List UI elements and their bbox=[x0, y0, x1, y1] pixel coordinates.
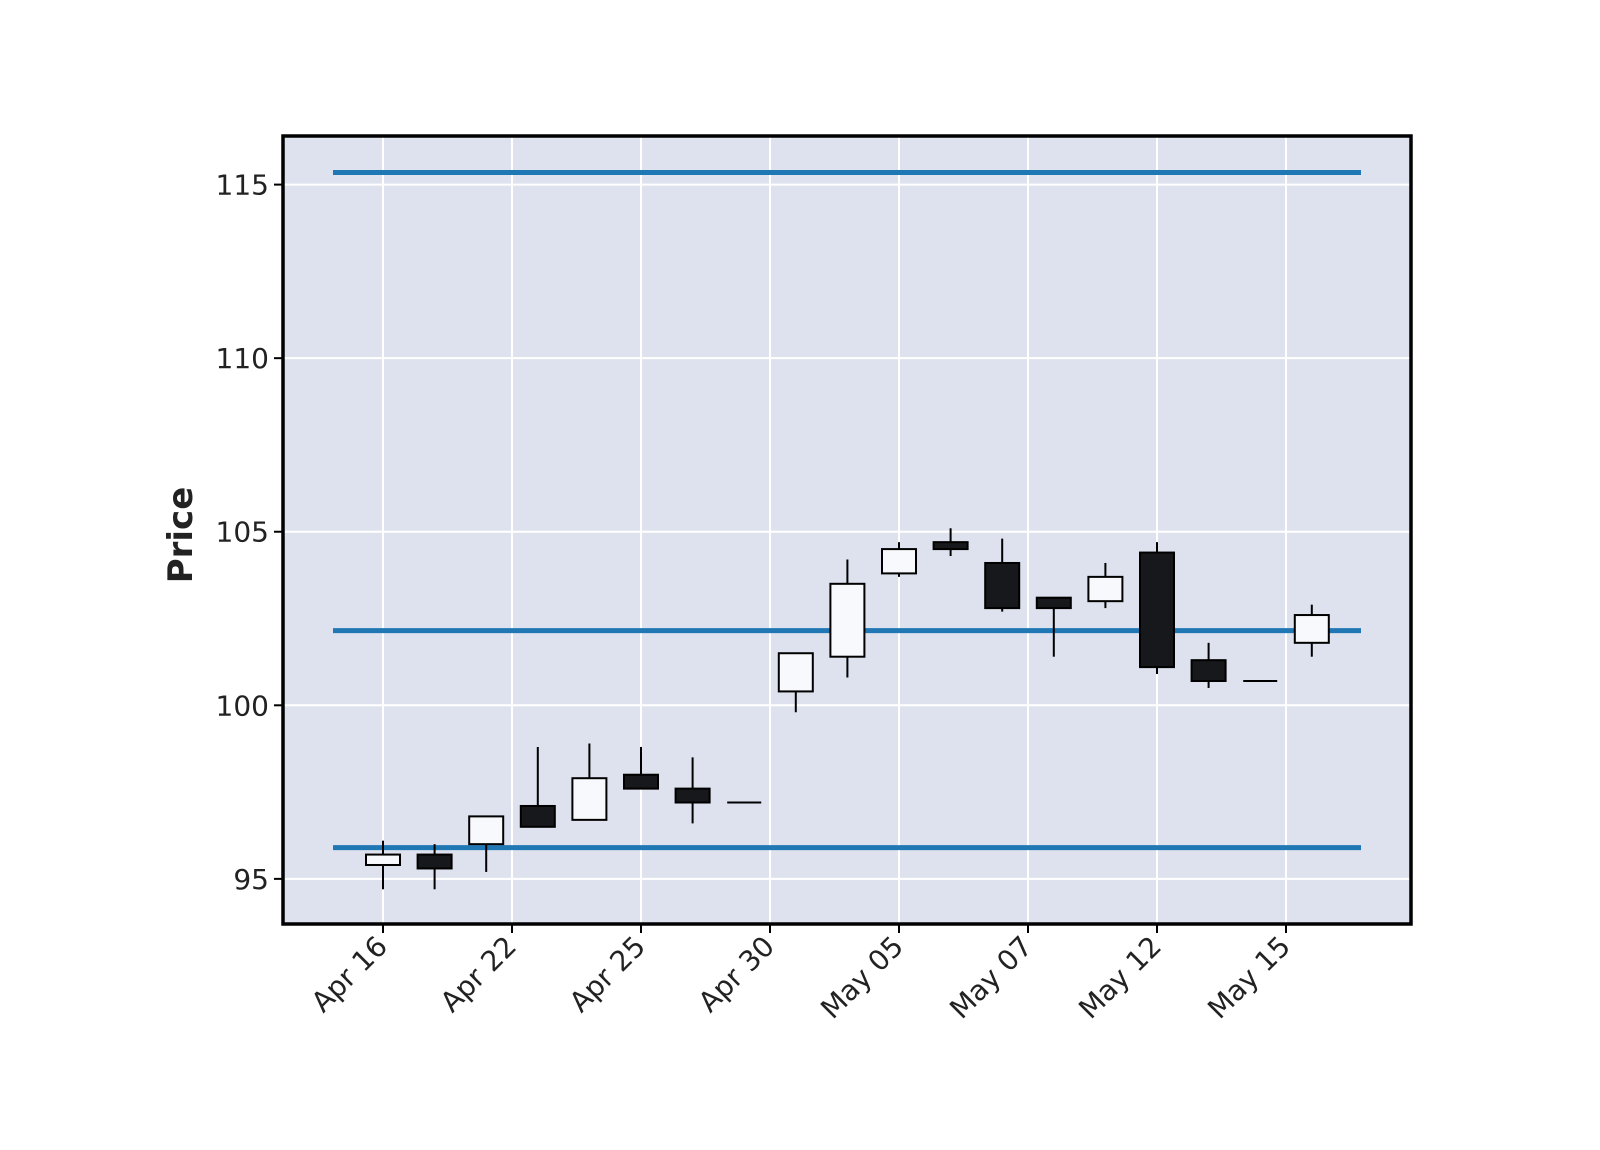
candle-body bbox=[623, 773, 659, 790]
candle bbox=[1190, 642, 1227, 688]
x-axis-ticks: Apr 16 Apr 22 Apr 25 Apr 30 May 05 May 07 May … bbox=[305, 924, 1297, 1025]
candle-body bbox=[1139, 551, 1175, 669]
plot-frame bbox=[281, 134, 1413, 926]
candle bbox=[674, 757, 711, 824]
candle-body bbox=[777, 652, 814, 693]
x-tick-label: May 12 bbox=[1072, 930, 1168, 1026]
y-axis-ticks: 95 100 105 110 115 bbox=[216, 169, 283, 896]
candle-body bbox=[1035, 596, 1072, 610]
candle bbox=[1293, 604, 1330, 657]
candle bbox=[416, 844, 453, 890]
candles bbox=[365, 528, 1330, 890]
candle bbox=[881, 542, 917, 577]
candle-body bbox=[416, 853, 453, 870]
grid-lines bbox=[283, 136, 1411, 924]
candle-body bbox=[932, 541, 969, 551]
candle bbox=[932, 528, 969, 557]
y-axis-title: Price bbox=[161, 487, 201, 584]
x-tick-label: Apr 16 bbox=[305, 930, 394, 1019]
candle-body bbox=[1087, 575, 1124, 603]
candle bbox=[1035, 596, 1072, 657]
candle-body bbox=[571, 777, 608, 821]
candle-body bbox=[674, 787, 711, 804]
candle bbox=[519, 746, 556, 828]
x-tick-label: May 05 bbox=[814, 930, 910, 1026]
candle-body bbox=[365, 853, 401, 866]
candle-body bbox=[1190, 659, 1227, 683]
x-tick-label: Apr 25 bbox=[563, 930, 652, 1019]
candle-body bbox=[519, 804, 556, 828]
candle bbox=[1139, 542, 1175, 675]
y-tick-label: 100 bbox=[216, 689, 269, 722]
candle-body bbox=[829, 582, 866, 658]
x-tick-label: Apr 22 bbox=[434, 930, 523, 1019]
candle bbox=[984, 538, 1021, 612]
y-tick-label: 110 bbox=[216, 342, 269, 375]
y-tick-label: 95 bbox=[233, 863, 269, 896]
candle-body bbox=[984, 561, 1021, 610]
y-tick-label: 115 bbox=[216, 169, 269, 202]
candle bbox=[777, 652, 814, 713]
candle bbox=[829, 559, 866, 678]
candle bbox=[571, 743, 608, 821]
plot-background bbox=[283, 136, 1411, 924]
candle bbox=[365, 840, 401, 890]
candle bbox=[623, 746, 659, 790]
candle bbox=[468, 815, 505, 872]
candle-body bbox=[881, 548, 917, 575]
x-tick-label: May 15 bbox=[1201, 930, 1297, 1026]
y-tick-label: 105 bbox=[216, 516, 269, 549]
candle-body bbox=[1293, 614, 1330, 644]
x-tick-label: May 07 bbox=[943, 930, 1039, 1026]
candle bbox=[1087, 562, 1124, 609]
candle-body bbox=[468, 815, 505, 846]
x-tick-label: Apr 30 bbox=[692, 930, 781, 1019]
